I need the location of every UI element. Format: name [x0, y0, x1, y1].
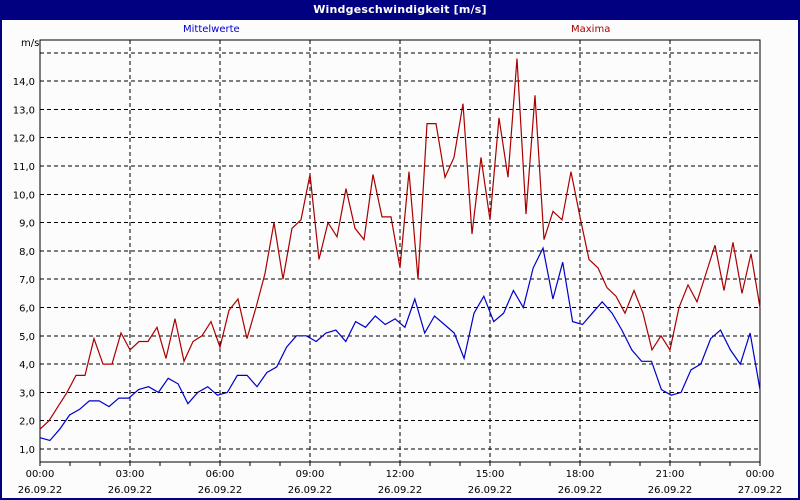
- x-tick-time: 03:00: [116, 469, 145, 480]
- x-tick-date: 27.09.22: [738, 485, 783, 496]
- x-tick-time: 12:00: [386, 469, 415, 480]
- x-tick-time: 00:00: [26, 469, 55, 480]
- y-tick-label: 1,0: [19, 445, 35, 456]
- y-tick-label: 6,0: [19, 304, 35, 315]
- x-tick-date: 26.09.22: [468, 485, 513, 496]
- y-tick-label: 11,0: [13, 162, 35, 173]
- y-tick-label: 14,0: [13, 77, 35, 88]
- x-tick-time: 15:00: [476, 469, 505, 480]
- x-tick-date: 26.09.22: [648, 485, 693, 496]
- legend-mittelwerte: Mittelwerte: [183, 24, 240, 35]
- x-tick-date: 26.09.22: [198, 485, 243, 496]
- x-tick-date: 26.09.22: [108, 485, 153, 496]
- y-tick-label: 2,0: [19, 417, 35, 428]
- x-tick-time: 06:00: [206, 469, 235, 480]
- y-tick-label: 7,0: [19, 275, 35, 286]
- y-tick-label: 8,0: [19, 247, 35, 258]
- x-tick-date: 26.09.22: [558, 485, 603, 496]
- x-tick-date: 26.09.22: [378, 485, 423, 496]
- legend-maxima: Maxima: [571, 24, 611, 35]
- y-tick-label: 5,0: [19, 332, 35, 343]
- x-tick-time: 09:00: [296, 469, 325, 480]
- x-tick-date: 26.09.22: [288, 485, 333, 496]
- y-tick-label: 4,0: [19, 360, 35, 371]
- x-tick-time: 21:00: [656, 469, 685, 480]
- window-title: Windgeschwindigkeit [m/s]: [0, 0, 800, 20]
- x-tick-time: 18:00: [566, 469, 595, 480]
- y-tick-label: 13,0: [13, 105, 35, 116]
- y-tick-label: 12,0: [13, 134, 35, 145]
- x-tick-time: 00:00: [746, 469, 775, 480]
- y-axis-unit: m/s: [21, 38, 40, 49]
- y-tick-label: 9,0: [19, 219, 35, 230]
- series-mittelwerte-line: [39, 246, 761, 442]
- y-tick-label: 10,0: [13, 190, 35, 201]
- y-tick-label: 3,0: [19, 388, 35, 399]
- series-maxima-line: [39, 58, 761, 430]
- x-tick-date: 26.09.22: [18, 485, 63, 496]
